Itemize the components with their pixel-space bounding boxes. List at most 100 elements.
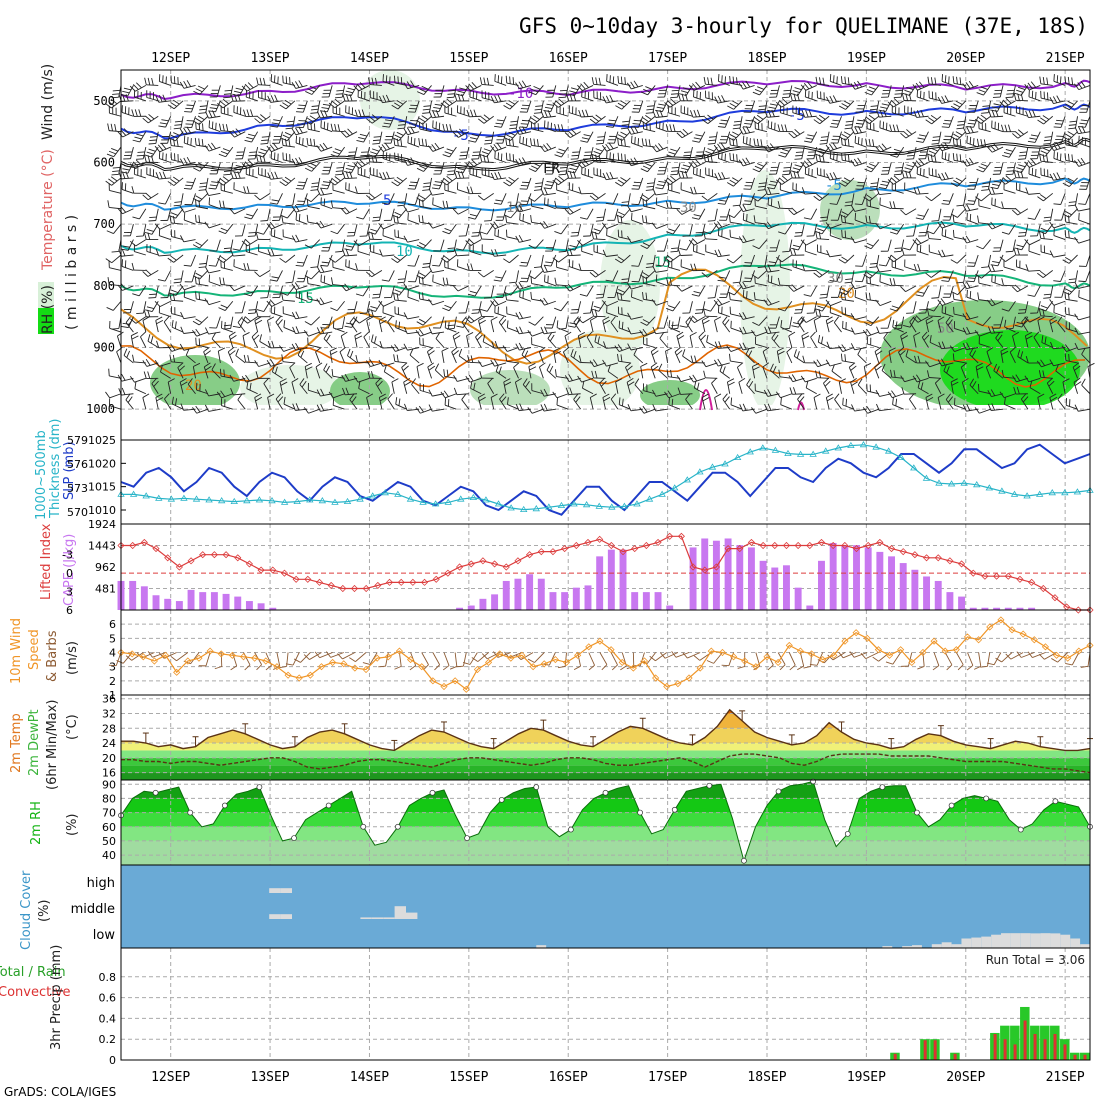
wind-barb-flag	[162, 94, 167, 102]
wind-barb-flag	[379, 393, 386, 398]
wind-barb-flag	[962, 327, 967, 335]
wind-barb-flag	[129, 376, 135, 383]
wind-barb-flag	[1000, 347, 1008, 352]
cloud-panel-labels: Cloud Cover (%)	[19, 870, 52, 950]
wind-barb-flag	[347, 164, 355, 168]
wind-barb-flag	[199, 105, 208, 107]
wind-barb-flag	[385, 94, 390, 102]
wind-barb-flag	[780, 320, 783, 328]
wind-barb	[419, 205, 432, 210]
wind-barb-flag	[320, 110, 325, 118]
wind-barb-flag	[466, 109, 470, 117]
wind-barb	[862, 100, 867, 113]
wind-barb-flag	[655, 187, 663, 190]
wind-barb	[941, 80, 954, 86]
wind-barb-flag	[540, 389, 545, 397]
wind-barb	[414, 193, 420, 205]
wind-barb-flag	[641, 138, 644, 146]
wind-barb	[917, 239, 929, 246]
wind-barb-flag	[300, 350, 305, 358]
wind-barb-flag	[345, 90, 353, 94]
wind-barb-flag	[1015, 374, 1021, 382]
wind-barb-flag	[595, 148, 603, 152]
wind-barb	[745, 354, 755, 364]
wind-barb-flag	[764, 187, 768, 195]
wind-barb	[568, 393, 581, 396]
wind-barb	[650, 351, 656, 364]
wind-barb-flag	[763, 222, 769, 229]
wind-barb	[647, 162, 656, 172]
wind-barb	[440, 85, 445, 98]
wind-barb-flag	[622, 398, 624, 407]
wind-barb-flag	[851, 404, 855, 412]
wind-barb-flag	[257, 116, 264, 122]
wind-barb	[423, 85, 432, 95]
wind-barb	[292, 193, 296, 206]
wind-barb-flag	[991, 183, 1000, 186]
wind-barb	[159, 81, 171, 86]
wind-barb	[862, 177, 867, 190]
wind-barb-flag	[223, 93, 232, 95]
wind-barb	[963, 193, 967, 206]
wind-barb	[494, 223, 507, 230]
wind-barb	[371, 270, 383, 278]
wind-barb	[643, 331, 656, 337]
wind-barb	[557, 100, 569, 108]
wind-barb	[397, 100, 408, 110]
wind-barb-flag	[1003, 151, 1012, 155]
upper-panel-labels: RH (%) Temperature (°C) Wind (m/s) ( m i…	[38, 64, 80, 334]
wind-barb	[539, 366, 544, 379]
wind-barb-flag	[459, 164, 467, 168]
wind-barb	[411, 384, 420, 395]
wind-barb-flag	[122, 168, 130, 171]
wind-barb-flag	[764, 110, 768, 118]
wind-barb-flag	[993, 103, 1001, 106]
wind-barb	[997, 254, 1004, 267]
wind-barb-flag	[468, 315, 475, 322]
wind-barb	[692, 192, 705, 195]
wind-barb-flag	[977, 215, 980, 223]
wind-barb	[893, 100, 904, 108]
wind-barb-flag	[991, 106, 1000, 109]
wind-barb-flag	[394, 289, 402, 293]
wind-barb-flag	[142, 393, 150, 398]
wind-barb-flag	[422, 112, 430, 114]
wind-barb-flag	[1024, 316, 1030, 323]
wind-barb-flag	[865, 138, 868, 146]
wind-barb	[448, 223, 457, 235]
wind-barb	[705, 238, 718, 241]
wind-barb	[546, 369, 557, 379]
wind-barb	[526, 100, 532, 113]
wind-barb-flag	[410, 181, 418, 184]
wind-barb	[750, 254, 756, 267]
wind-barb	[121, 112, 134, 117]
wind-barb-flag	[625, 362, 632, 368]
wind-barb-flag	[766, 144, 772, 151]
wind-barb	[810, 285, 818, 297]
wind-barb-flag	[941, 280, 949, 282]
wind-barb-flag	[892, 201, 896, 209]
wind-barb	[917, 162, 929, 168]
wind-barb-flag	[127, 396, 133, 403]
wind-barb-flag	[693, 380, 697, 389]
wind-barb-flag	[444, 320, 447, 328]
wind-barb-flag	[752, 168, 760, 173]
wind-barb	[366, 397, 370, 410]
wind-barb-flag	[592, 193, 599, 199]
wind-barb-flag	[490, 316, 498, 321]
wind-barb-flag	[269, 279, 278, 282]
wind-barb-flag	[904, 89, 912, 93]
wind-barb	[394, 222, 407, 225]
wind-barb	[724, 193, 731, 205]
wind-barb	[701, 320, 706, 333]
wind-barb	[407, 208, 420, 213]
wind-barb-flag	[428, 265, 433, 273]
wind-barb	[544, 223, 556, 229]
wind-barb	[142, 320, 147, 333]
wind-barb-flag	[965, 312, 971, 320]
wind-barb-flag	[987, 146, 993, 153]
thickness-label-2: 1000~500mb	[34, 430, 49, 520]
wind-barb-flag	[500, 319, 507, 326]
wind-barb	[854, 219, 867, 225]
wind-barb-flag	[479, 319, 486, 325]
